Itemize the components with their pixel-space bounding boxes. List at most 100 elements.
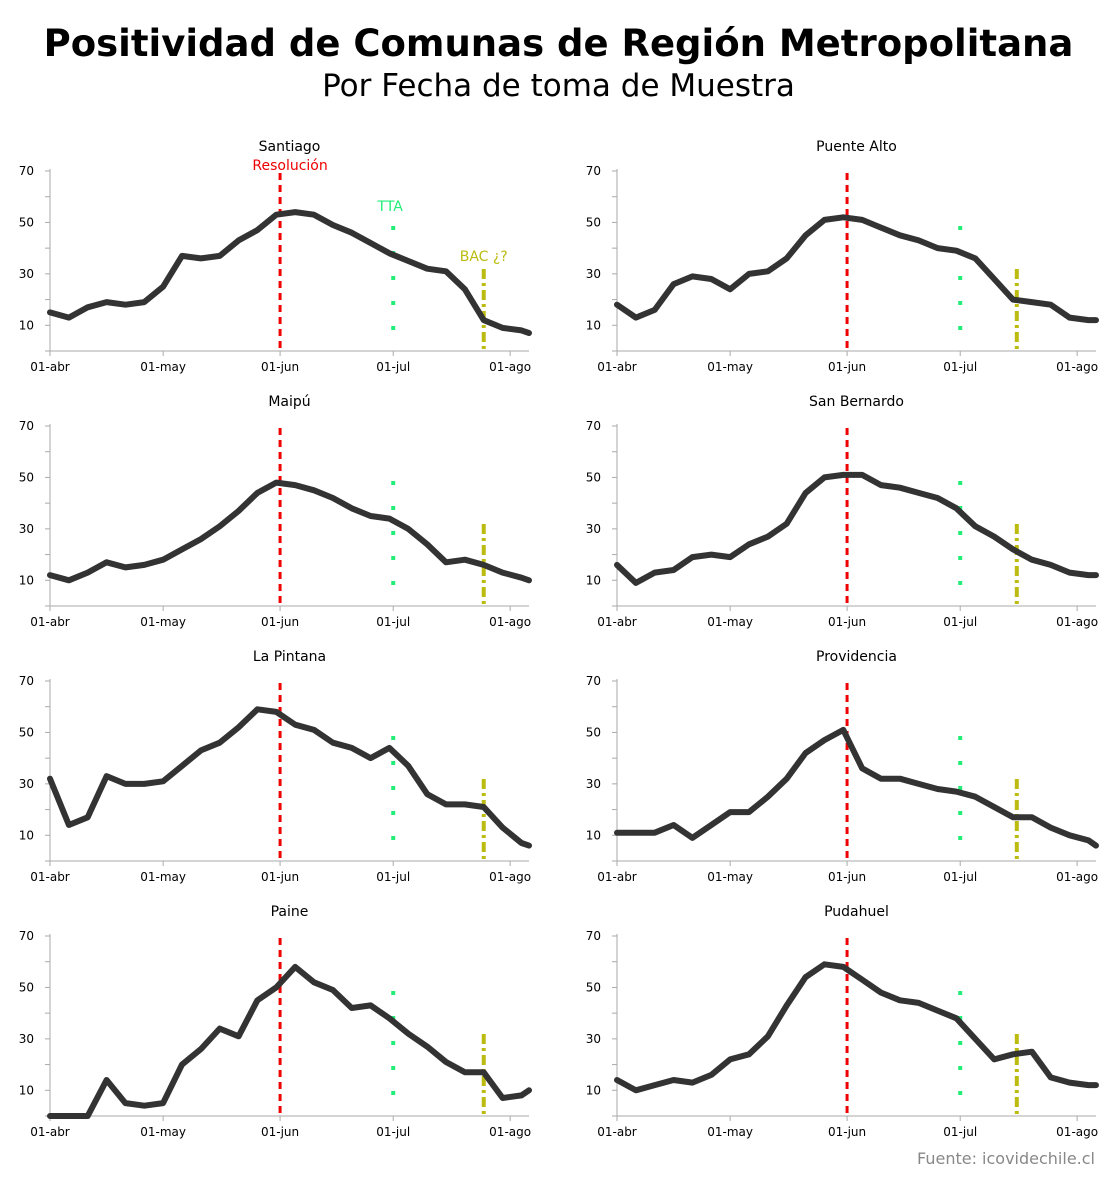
y-tick-label: 30 (19, 522, 34, 536)
data-point (973, 524, 978, 529)
data-point (935, 786, 940, 792)
data-point (349, 506, 354, 511)
data-point (66, 822, 72, 828)
data-point (916, 238, 921, 243)
data-point (142, 781, 147, 787)
y-tick-label: 70 (19, 164, 34, 178)
data-point (991, 276, 997, 282)
x-tick-label: 01-jun (828, 615, 866, 629)
data-point (954, 789, 959, 794)
data-point (709, 822, 714, 828)
data-point (633, 315, 639, 320)
data-point (709, 1072, 714, 1078)
x-tick-label: 01-jul (376, 870, 410, 884)
x-tick-label: 01-may (140, 870, 186, 884)
data-point (66, 315, 72, 320)
data-point (85, 1113, 90, 1119)
data-point (519, 575, 524, 580)
data-point (1010, 547, 1016, 552)
data-point (47, 776, 53, 781)
data-point (123, 1100, 128, 1106)
data-point (727, 287, 733, 292)
data-point (746, 542, 752, 547)
data-point (47, 572, 53, 578)
data-point (462, 287, 468, 292)
data-point (1086, 572, 1091, 578)
x-tick-label: 01-may (707, 360, 753, 374)
data-point (198, 1046, 204, 1052)
data-point (671, 567, 676, 573)
data-point (991, 534, 997, 539)
data-point (822, 475, 827, 480)
data-point (1029, 557, 1035, 562)
x-tick-label: 01-jun (261, 615, 299, 629)
y-tick-label: 30 (586, 267, 601, 281)
data-point (859, 472, 865, 478)
x-tick-label: 01-abr (30, 1125, 70, 1139)
data-point (424, 791, 430, 797)
data-point (368, 513, 373, 519)
data-point (803, 974, 808, 980)
x-tick-label: 01-ago (489, 360, 531, 374)
data-point (274, 480, 279, 485)
chart-panel-maipu: Maipú 10 30 50 70 01-abr 01-may 01-jun 01-jul 01-… (19, 394, 532, 629)
data-point (935, 495, 940, 501)
data-point (160, 779, 166, 784)
x-tick-label: 01-may (140, 360, 186, 374)
data-point (765, 794, 771, 799)
chart-panel-santiago: Santiago 10 30 50 70 01-abr 01-may 01-jun 01-jul… (19, 139, 532, 374)
data-point (330, 495, 336, 501)
y-tick-label: 10 (19, 573, 34, 587)
x-tick-label: 01-may (140, 615, 186, 629)
data-point (406, 258, 411, 264)
data-point (462, 802, 468, 807)
data-point (198, 256, 204, 261)
data-point (274, 709, 279, 715)
data-point (746, 1052, 752, 1057)
data-point (916, 1000, 921, 1006)
x-tick-label: 01-ago (1056, 870, 1098, 884)
data-point (1086, 317, 1091, 323)
data-point (973, 794, 978, 799)
data-point (519, 1093, 524, 1098)
x-tick-label: 01-jun (261, 360, 299, 374)
x-tick-label: 01-jun (261, 1125, 299, 1139)
data-point (822, 217, 827, 223)
data-point (387, 251, 392, 256)
data-point (822, 962, 827, 967)
data-point (614, 830, 620, 835)
data-point (311, 727, 317, 733)
data-point (104, 773, 109, 779)
y-tick-label: 70 (19, 929, 34, 943)
data-point (727, 1057, 733, 1062)
panel-title: Santiago (259, 139, 321, 155)
data-point (841, 727, 846, 733)
y-tick-label: 10 (19, 318, 34, 332)
y-tick-label: 70 (586, 419, 601, 433)
chart-panel-san-bernardo: San Bernardo 10 30 50 70 01-abr 01-may 01-jun 01… (586, 394, 1099, 629)
y-tick-label: 10 (586, 318, 601, 332)
data-point (330, 740, 336, 745)
y-tick-label: 70 (19, 674, 34, 688)
data-point (1067, 1080, 1072, 1085)
data-point (526, 1088, 532, 1093)
data-point (349, 230, 354, 235)
data-point (803, 233, 808, 238)
data-point (859, 977, 865, 982)
data-point (1029, 299, 1035, 305)
data-point (878, 776, 884, 781)
x-tick-label: 01-jul (376, 360, 410, 374)
data-point (292, 964, 298, 970)
data-point (47, 1113, 53, 1119)
resolucion-label: Resolución (252, 158, 327, 174)
data-point (1093, 572, 1099, 578)
y-tick-label: 30 (586, 522, 601, 536)
data-point (519, 328, 524, 333)
data-point (897, 485, 903, 490)
y-tick-label: 50 (19, 470, 34, 484)
data-point (66, 1113, 72, 1119)
x-tick-label: 01-ago (489, 870, 531, 884)
panel-title: Providencia (816, 649, 897, 665)
data-point (160, 1100, 166, 1106)
data-point (236, 725, 241, 730)
